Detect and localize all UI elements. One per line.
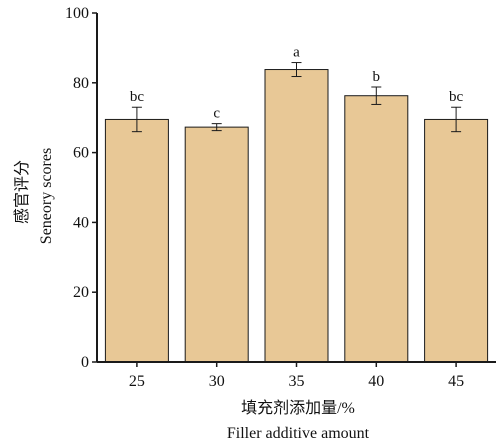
error-bar-40 (371, 86, 382, 105)
error-bar-35 (291, 62, 302, 78)
significance-label-30: c (213, 106, 220, 122)
significance-labels-group: bc c a b bc (130, 45, 464, 122)
error-bar-25 (131, 106, 142, 133)
y-tick-label-60: 60 (73, 145, 89, 162)
significance-label-40: b (373, 69, 381, 85)
y-tick-label-20: 20 (73, 284, 89, 301)
error-bars-group (131, 62, 462, 133)
y-ticks-group: 0 20 40 60 80 100 (65, 5, 97, 371)
x-ticks-group: 25 30 35 40 45 (129, 362, 464, 390)
y-tick-label-40: 40 (73, 214, 89, 231)
x-axis-label-en: Filler additive amount (227, 425, 370, 442)
bars-group (104, 69, 489, 363)
bar-25 (104, 118, 169, 363)
y-tick-label-100: 100 (65, 5, 89, 22)
significance-label-45: bc (449, 89, 464, 105)
x-tick-label-45: 45 (448, 373, 464, 390)
bar-35 (264, 69, 329, 363)
x-tick-label-40: 40 (368, 373, 384, 390)
y-axis-label-en: Seneory scores (38, 148, 55, 244)
x-tick-label-30: 30 (209, 373, 225, 390)
x-tick-label-25: 25 (129, 373, 145, 390)
y-axis-label-cn: 感官评分 (13, 160, 31, 224)
bar-30 (184, 126, 249, 363)
x-tick-label-35: 35 (289, 373, 305, 390)
bar-45 (424, 118, 489, 363)
error-bar-30 (211, 123, 222, 132)
y-tick-label-0: 0 (81, 354, 89, 371)
significance-label-25: bc (130, 89, 145, 105)
y-tick-label-80: 80 (73, 75, 89, 92)
x-axis-label-cn: 填充剂添加量/% (241, 399, 355, 417)
significance-label-35: a (293, 45, 300, 61)
error-bar-45 (451, 106, 462, 133)
bar-40 (344, 95, 409, 363)
